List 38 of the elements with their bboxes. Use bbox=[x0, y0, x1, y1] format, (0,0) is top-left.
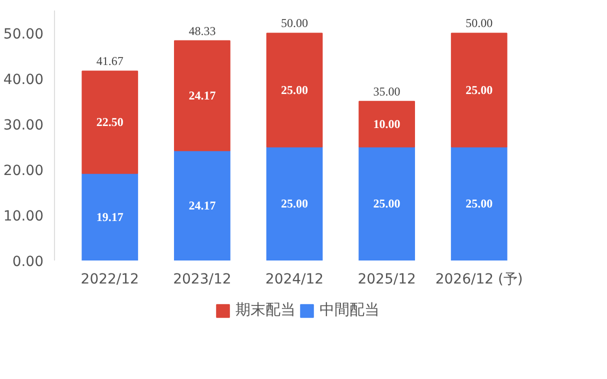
bar bbox=[82, 70, 138, 174]
bar bbox=[358, 146, 415, 260]
legend-label: 中間配当 bbox=[320, 300, 380, 320]
total-label: 41.67 bbox=[96, 54, 124, 68]
total-label: 50.00 bbox=[466, 16, 493, 30]
x-tick-label: 2025/12 bbox=[358, 272, 416, 288]
bar bbox=[174, 40, 230, 152]
data-label: 25.00 bbox=[373, 196, 400, 211]
data-label: 24.17 bbox=[188, 88, 216, 103]
x-tick-label: 2024/12 bbox=[265, 272, 324, 288]
data-label: 25.00 bbox=[466, 83, 493, 98]
data-label: 25.00 bbox=[281, 196, 308, 211]
bar bbox=[266, 146, 323, 260]
x-tick-label: 2023/12 bbox=[173, 272, 232, 288]
bar bbox=[266, 32, 323, 148]
bar bbox=[450, 32, 508, 148]
data-label: 22.50 bbox=[96, 115, 124, 130]
data-label: 10.00 bbox=[373, 117, 400, 132]
y-tick-label: 20.00 bbox=[3, 163, 44, 180]
total-label: 48.33 bbox=[188, 24, 216, 38]
bar bbox=[82, 172, 138, 260]
data-label: 24.17 bbox=[188, 198, 216, 213]
bar bbox=[358, 100, 415, 148]
x-tick-label: 2026/12 (予) bbox=[435, 272, 523, 288]
data-label: 19.17 bbox=[96, 210, 124, 224]
y-tick-label: 40.00 bbox=[3, 72, 44, 88]
data-label: 25.00 bbox=[281, 83, 308, 98]
bar bbox=[174, 150, 230, 260]
y-tick-label: 30.00 bbox=[3, 118, 44, 134]
data-label: 25.00 bbox=[466, 196, 493, 211]
x-tick-label: 2022/12 bbox=[80, 272, 139, 288]
y-tick-label: 10.00 bbox=[3, 208, 44, 225]
total-label: 50.00 bbox=[281, 16, 308, 30]
y-tick-label: 0.00 bbox=[12, 254, 44, 270]
legend-label: 期末配当 bbox=[236, 300, 296, 320]
bar bbox=[450, 146, 508, 260]
total-label: 35.00 bbox=[373, 84, 400, 98]
y-tick-label: 50.00 bbox=[3, 26, 44, 43]
